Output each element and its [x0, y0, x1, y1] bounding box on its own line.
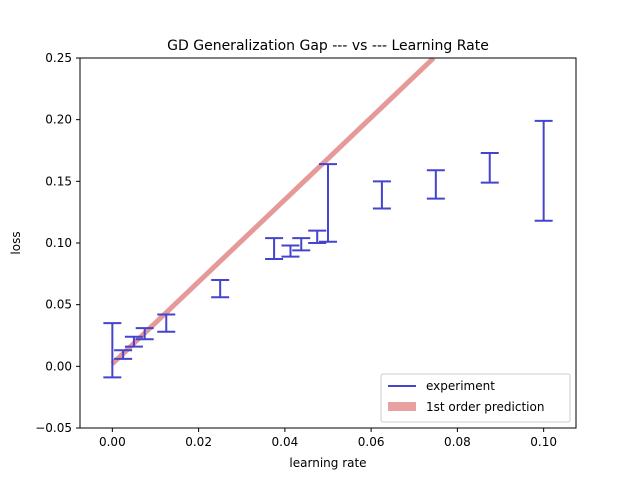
plot-background [80, 58, 576, 428]
legend-label-prediction: 1st order prediction [426, 400, 544, 414]
x-tick-label: 0.10 [530, 435, 557, 449]
y-tick-label: 0.20 [45, 113, 72, 127]
y-tick-label: 0.10 [45, 236, 72, 250]
x-axis: 0.00 0.02 0.04 0.06 0.08 0.10 [99, 428, 557, 449]
error-bar [534, 119, 553, 222]
chart-title: GD Generalization Gap --- vs --- Learnin… [167, 38, 489, 54]
plot-area [79, 57, 577, 429]
x-tick-label: 0.02 [185, 435, 212, 449]
error-bar [103, 322, 122, 379]
legend: experiment 1st order prediction [380, 373, 571, 423]
y-tick-label: 0.25 [45, 51, 72, 65]
y-axis: −0.05 0.00 0.05 0.10 0.15 0.20 0.25 [35, 51, 80, 435]
x-tick-label: 0.06 [358, 435, 385, 449]
error-bar [135, 327, 154, 341]
error-bar [308, 229, 327, 244]
error-bar [157, 313, 176, 333]
error-bar [211, 279, 230, 299]
error-bar [281, 244, 300, 258]
y-tick-label: 0.00 [45, 359, 72, 373]
prediction-line [110, 58, 436, 366]
y-tick-label: 0.05 [45, 298, 72, 312]
legend-label-experiment: experiment [426, 379, 495, 393]
x-tick-label: 0.08 [444, 435, 471, 449]
error-bar [292, 237, 311, 252]
y-tick-label: 0.15 [45, 174, 72, 188]
error-bar [319, 163, 337, 243]
legend-box [380, 373, 571, 423]
series-layer [103, 58, 553, 379]
y-tick-label: −0.05 [35, 421, 72, 435]
x-tick-label: 0.04 [272, 435, 299, 449]
y-axis-label: loss [9, 231, 23, 254]
error-bar [426, 169, 445, 200]
error-bar [265, 237, 284, 261]
error-bar [372, 180, 391, 210]
x-tick-label: 0.00 [99, 435, 126, 449]
x-axis-label: learning rate [289, 456, 366, 470]
legend-swatch-prediction [388, 402, 416, 411]
error-bar [114, 349, 133, 360]
error-bar [480, 151, 499, 184]
error-bar [124, 335, 143, 348]
